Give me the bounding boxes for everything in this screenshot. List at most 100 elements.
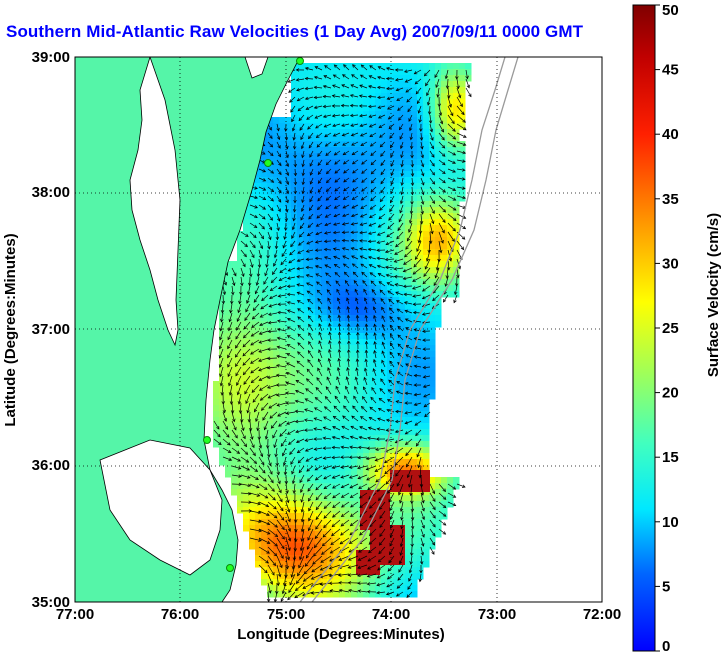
velocity-cell [231,411,238,418]
velocity-cell [249,195,256,202]
velocity-cell [219,423,226,430]
velocity-cell [237,369,244,376]
velocity-arrow [219,357,224,368]
velocity-arrowhead [258,387,263,391]
velocity-cell [273,525,280,532]
velocity-arrow [397,325,404,332]
velocity-arrowhead [369,272,374,276]
velocity-cell [261,465,268,472]
velocity-cell [303,69,310,76]
velocity-cell [225,279,232,286]
velocity-cell [351,375,358,382]
velocity-arrow [380,159,386,166]
velocity-cell [417,567,424,574]
velocity-arrowhead [399,209,403,214]
velocity-arrowhead [385,418,390,422]
velocity-cell [303,201,310,208]
velocity-cell [303,543,310,550]
velocity-cell [273,507,280,514]
velocity-arrow [371,387,377,395]
velocity-arrow [429,105,431,115]
velocity-cell [375,87,382,94]
velocity-cell [369,315,376,322]
velocity-cell [375,441,382,448]
velocity-arrow [447,204,457,211]
velocity-cell [237,459,244,466]
velocity-cell [363,411,370,418]
velocity-arrow [341,114,350,117]
velocity-arrow [221,312,224,322]
velocity-cell [255,237,262,244]
velocity-arrowhead [388,298,392,303]
velocity-arrow [314,417,323,422]
velocity-arrowhead [262,216,266,220]
velocity-cell [315,315,322,322]
velocity-cell [441,111,448,118]
velocity-cell [357,345,364,352]
velocity-arrowhead [304,96,309,101]
velocity-arrowhead [245,400,249,405]
velocity-cell [351,249,358,256]
velocity-cell [315,369,322,376]
velocity-cell [459,195,466,202]
velocity-cell [279,501,286,508]
velocity-cell [261,207,268,214]
velocity-cell [441,75,448,82]
velocity-arrow [409,213,413,224]
velocity-cell [321,219,328,226]
velocity-cell [411,327,418,334]
velocity-cell [399,165,406,172]
velocity-cell [423,273,430,280]
velocity-arrowhead [452,178,456,182]
velocity-cell [411,363,418,370]
velocity-arrowhead [269,226,273,231]
velocity-arrow [252,303,260,311]
velocity-arrowhead [412,271,417,275]
velocity-arrowhead [219,327,223,332]
velocity-cell [333,399,340,406]
velocity-arrow [369,406,377,413]
velocity-arrowhead [236,391,241,396]
velocity-cell [369,417,376,424]
velocity-cell [351,435,358,442]
velocity-cell [267,495,274,502]
velocity-cell [327,585,334,592]
velocity-cell [423,351,430,358]
velocity-arrowhead [246,409,250,414]
velocity-arrowhead [405,354,409,358]
velocity-arrow [326,177,332,183]
velocity-arrowhead [396,308,401,312]
velocity-cell [339,99,346,106]
velocity-cell [309,537,316,544]
velocity-cell [345,483,352,490]
velocity-cell [279,237,286,244]
velocity-arrowhead [355,314,360,319]
velocity-cell [339,381,346,388]
velocity-cell [381,279,388,286]
velocity-cell [243,291,250,298]
velocity-cell [297,531,304,538]
velocity-cell [375,219,382,226]
velocity-cell [345,69,352,76]
velocity-arrowhead [238,410,243,414]
velocity-cell [309,297,316,304]
velocity-cell [375,309,382,316]
velocity-arrow [297,96,305,102]
velocity-arrowhead [347,340,351,344]
velocity-arrowhead [426,92,430,97]
velocity-cell [321,165,328,172]
velocity-arrowhead [306,232,311,237]
velocity-cell [381,351,388,358]
velocity-arrow [412,285,422,290]
velocity-arrow [361,186,368,192]
velocity-arrow [374,350,377,359]
velocity-arrowhead [259,245,264,250]
velocity-cell [363,483,370,490]
velocity-cell [405,231,412,238]
velocity-cell [405,135,412,142]
velocity-arrowhead [361,271,365,276]
velocity-cell [249,255,256,262]
velocity-cell [423,561,430,568]
velocity-cell [297,273,304,280]
velocity-cell [441,231,448,238]
